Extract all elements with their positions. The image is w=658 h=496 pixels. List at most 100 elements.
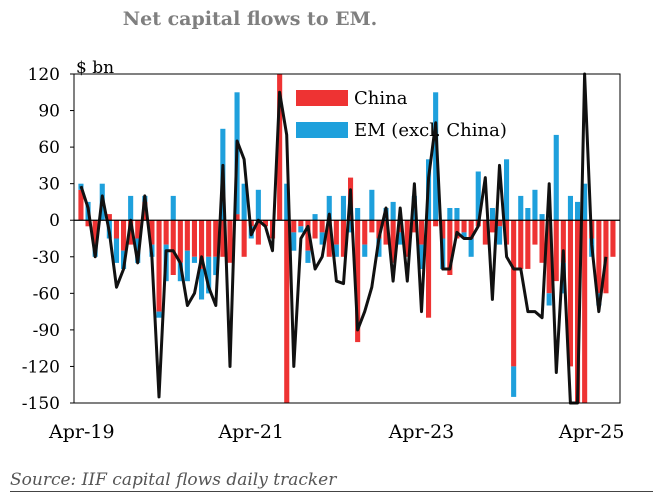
bar-em-44 (390, 201, 396, 221)
legend-label-china: China (354, 88, 408, 109)
bar-china-55 (468, 220, 474, 239)
bar-china-49 (426, 220, 432, 318)
bar-em-71 (582, 183, 588, 221)
bar-china-5 (113, 220, 119, 239)
bar-em-5 (113, 238, 119, 263)
bar-china-10 (149, 220, 155, 245)
bar-china-8 (135, 220, 141, 239)
bar-china-75 (610, 220, 616, 257)
bar-china-46 (404, 220, 410, 257)
bar-em-18 (206, 256, 212, 294)
bar-china-2 (92, 220, 98, 245)
bar-china-71 (582, 220, 588, 403)
bar-em-35 (326, 195, 332, 221)
bar-china-48 (418, 220, 424, 245)
bar-china-35 (326, 220, 332, 257)
bar-china-51 (440, 220, 446, 239)
legend: China EM (excl. China) (296, 88, 507, 141)
bar-china-1 (85, 220, 91, 227)
source-note: Source: IIF capital flows daily tracker (10, 470, 337, 490)
bar-em-36 (333, 244, 339, 257)
bar-china-11 (156, 220, 162, 312)
bar-em-29 (284, 183, 290, 221)
bar-em-59 (497, 226, 503, 245)
y-tick-label: 0 (49, 211, 60, 231)
bar-em-70 (575, 201, 581, 221)
legend-swatch-em (296, 122, 348, 138)
bar-china-73 (596, 220, 602, 294)
bar-china-45 (397, 220, 403, 233)
bar-em-61 (511, 366, 517, 397)
bar-em-17 (199, 269, 205, 300)
bar-em-16 (191, 256, 197, 263)
bar-china-66 (546, 220, 552, 294)
y-tick-label: 120 (28, 65, 60, 85)
bar-em-56 (475, 171, 481, 221)
bar-em-55 (468, 238, 474, 257)
bar-china-12 (163, 220, 169, 245)
bar-china-23 (241, 220, 247, 257)
bar-china-39 (355, 220, 361, 343)
bar-china-43 (383, 220, 389, 245)
axes-layer: 120 90 60 30 0 -30 -60 -90 -120 -150 $ bn Apr-19 Apr… (22, 58, 625, 443)
bar-em-23 (241, 183, 247, 221)
bar-china-29 (284, 220, 290, 403)
bar-china-4 (106, 214, 112, 221)
bar-china-53 (454, 220, 460, 239)
bar-china-42 (376, 220, 382, 239)
bar-china-7 (128, 220, 134, 245)
bar-em-48 (418, 244, 424, 269)
bar-em-7 (128, 195, 134, 221)
bar-china-16 (191, 220, 197, 257)
bar-china-61 (511, 220, 517, 367)
bar-china-17 (199, 220, 205, 269)
bar-em-25 (255, 189, 261, 221)
bar-china-31 (298, 220, 304, 227)
bar-em-41 (369, 189, 375, 221)
bar-em-34 (319, 232, 325, 245)
y-tick-label: 30 (38, 175, 60, 195)
bar-em-38 (348, 220, 354, 233)
bar-china-28 (277, 74, 283, 221)
y-tick-label: -90 (33, 321, 60, 341)
bar-china-57 (482, 220, 488, 245)
bar-china-25 (255, 220, 261, 245)
bar-em-30 (291, 232, 297, 251)
bar-china-63 (525, 220, 531, 269)
bar-em-45 (397, 232, 403, 245)
bar-em-69 (567, 195, 573, 221)
bar-china-52 (447, 220, 453, 275)
bar-china-37 (340, 220, 346, 257)
y-tick-label: -120 (22, 357, 60, 377)
bar-em-60 (504, 159, 510, 221)
bar-china-33 (312, 220, 318, 239)
x-tick-label: Apr-19 (48, 421, 115, 443)
bar-em-58 (489, 208, 495, 221)
bar-china-70 (575, 220, 581, 403)
y-tick-label: 90 (38, 102, 60, 122)
chart-title: Net capital flows to EM. (122, 8, 378, 30)
bar-em-40 (362, 244, 368, 257)
bar-em-54 (461, 232, 467, 239)
bar-em-65 (539, 214, 545, 221)
y-tick-label: -150 (22, 394, 60, 414)
bar-em-52 (447, 208, 453, 221)
y-axis-label: $ bn (76, 58, 114, 78)
plot-frame (73, 73, 621, 404)
bar-em-31 (298, 226, 304, 233)
bar-china-6 (121, 220, 127, 251)
bar-china-47 (411, 220, 417, 233)
bar-china-68 (560, 220, 566, 263)
total-flow-line (79, 72, 608, 405)
bar-em-66 (546, 293, 552, 306)
bar-em-19 (213, 256, 219, 276)
bar-china-58 (489, 220, 495, 233)
bar-em-39 (355, 208, 361, 221)
bar-china-60 (504, 220, 510, 245)
bar-em-64 (532, 189, 538, 221)
bar-china-59 (497, 220, 503, 227)
bar-china-30 (291, 220, 297, 233)
bar-em-33 (312, 214, 318, 221)
bar-em-63 (525, 208, 531, 221)
